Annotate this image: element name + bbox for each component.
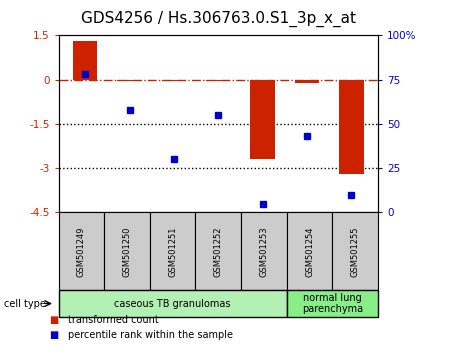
Bar: [295, 80, 319, 82]
Bar: [250, 80, 275, 159]
Text: GSM501255: GSM501255: [351, 226, 360, 276]
Bar: [117, 80, 142, 81]
Text: cell type: cell type: [4, 298, 46, 309]
Text: caseous TB granulomas: caseous TB granulomas: [114, 298, 231, 309]
Bar: [339, 80, 364, 174]
Text: ■: ■: [50, 315, 59, 325]
Text: GSM501253: GSM501253: [259, 226, 268, 277]
Bar: [73, 41, 97, 80]
Text: GSM501251: GSM501251: [168, 226, 177, 276]
Bar: [206, 80, 230, 81]
Text: GSM501254: GSM501254: [305, 226, 314, 276]
Text: GSM501250: GSM501250: [122, 226, 131, 276]
Text: GSM501252: GSM501252: [214, 226, 223, 276]
Text: ■: ■: [50, 330, 59, 339]
Text: GSM501249: GSM501249: [77, 226, 86, 276]
Text: percentile rank within the sample: percentile rank within the sample: [68, 330, 233, 339]
Bar: [162, 80, 186, 81]
Text: GDS4256 / Hs.306763.0.S1_3p_x_at: GDS4256 / Hs.306763.0.S1_3p_x_at: [81, 11, 356, 27]
Text: transformed count: transformed count: [68, 315, 158, 325]
Text: normal lung
parenchyma: normal lung parenchyma: [302, 293, 363, 314]
